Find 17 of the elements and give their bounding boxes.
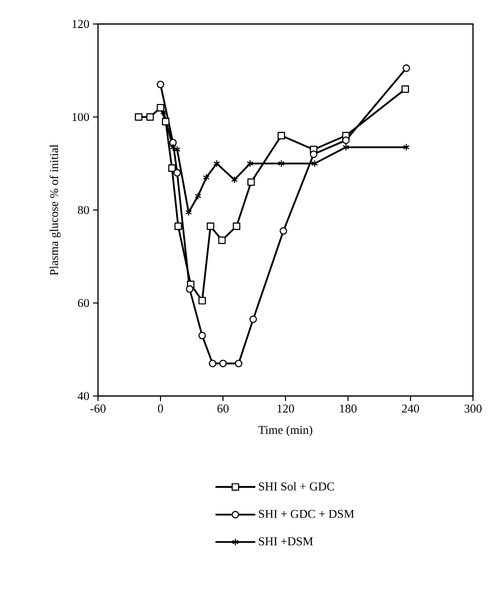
x-tick-label: 60 xyxy=(218,404,229,413)
x-axis-title: Time (min) xyxy=(258,425,312,436)
x-tick-label: 0 xyxy=(158,404,164,413)
x-tick-label: -60 xyxy=(90,404,106,413)
y-tick-label: 60 xyxy=(78,298,89,308)
y-tick-label: 80 xyxy=(78,206,89,214)
y-tick-label: 40 xyxy=(78,392,89,400)
y-axis-title: Plasma glucose % of initial xyxy=(50,144,61,276)
legend-label: SHI + GDC + DSM xyxy=(259,510,354,518)
legend-label: SHI +DSM xyxy=(259,537,313,546)
x-tick-label: 180 xyxy=(340,404,357,413)
x-tick-label: 300 xyxy=(464,404,482,413)
legend-label: SHI Sol + GDC xyxy=(259,482,334,490)
x-tick-label: 240 xyxy=(402,404,420,413)
y-tick-label: 120 xyxy=(72,20,89,28)
y-tick-label: 100 xyxy=(72,112,89,122)
x-tick-label: 120 xyxy=(278,404,294,413)
